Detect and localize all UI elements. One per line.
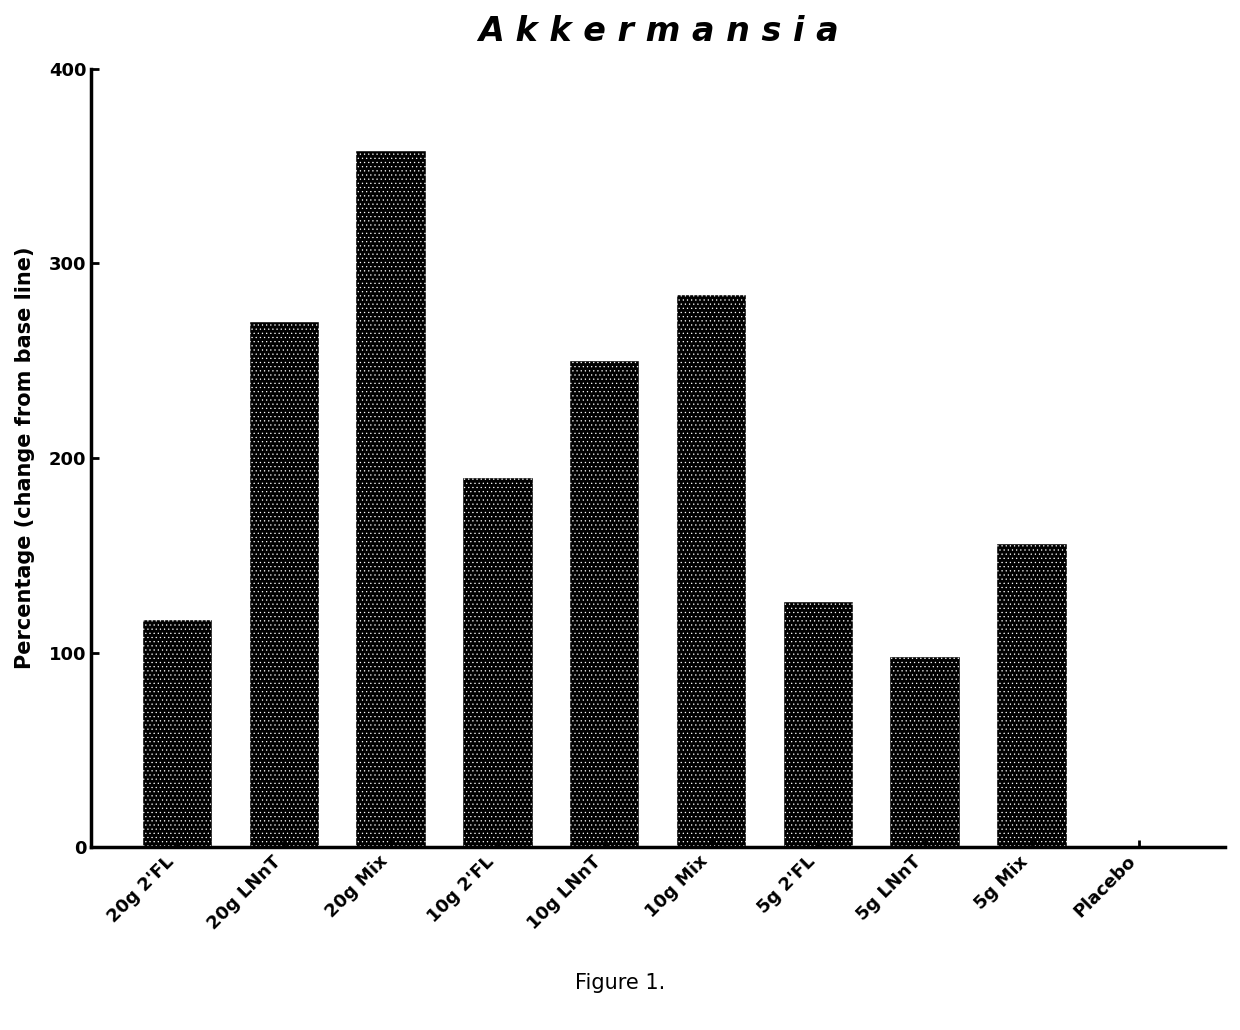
Bar	[570, 360, 640, 848]
Bar	[249, 321, 319, 848]
Title: A k k e r m a n s i a: A k k e r m a n s i a	[477, 15, 838, 48]
Bar	[677, 295, 746, 848]
Bar	[464, 478, 533, 848]
Bar	[784, 603, 853, 848]
Text: Figure 1.: Figure 1.	[575, 972, 665, 993]
Bar	[356, 150, 425, 848]
Bar	[997, 544, 1066, 848]
Bar	[890, 657, 960, 848]
Bar	[143, 620, 212, 848]
Y-axis label: Percentage (change from base line): Percentage (change from base line)	[15, 247, 35, 670]
